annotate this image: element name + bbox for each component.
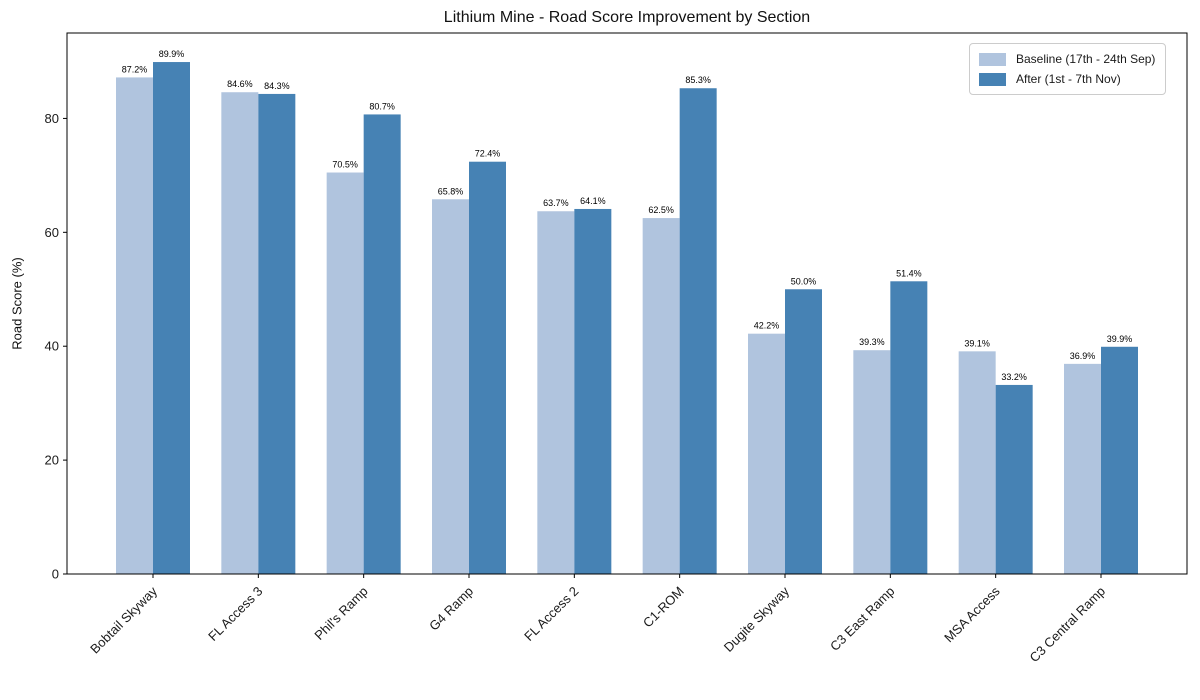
bar-value-label: 70.5% bbox=[332, 160, 358, 170]
bar-after-c3-central-ramp bbox=[1101, 346, 1138, 574]
y-tick-label: 0 bbox=[52, 567, 59, 582]
y-tick-label: 80 bbox=[45, 111, 59, 126]
x-tick-label: C3 Central Ramp bbox=[1026, 584, 1108, 666]
bar-value-label: 39.3% bbox=[859, 337, 885, 347]
legend-swatch-after bbox=[979, 72, 1006, 86]
bar-baseline-fl-access-3 bbox=[221, 92, 259, 574]
bar-baseline-c3-east-ramp bbox=[853, 350, 891, 574]
legend-item-after: After (1st - 7th Nov) bbox=[979, 72, 1155, 86]
legend-label-after: After (1st - 7th Nov) bbox=[1016, 72, 1121, 86]
y-tick-label: 40 bbox=[45, 339, 59, 354]
legend-label-baseline: Baseline (17th - 24th Sep) bbox=[1016, 52, 1156, 66]
bar-value-label: 50.0% bbox=[791, 276, 817, 286]
x-tick-label: FL Access 3 bbox=[205, 584, 265, 644]
bar-after-dugite-skyway bbox=[785, 289, 822, 574]
y-tick-label: 20 bbox=[45, 453, 59, 468]
bar-value-label: 84.3% bbox=[264, 81, 290, 91]
bar-after-g4-ramp bbox=[469, 161, 506, 574]
bar-value-label: 39.9% bbox=[1107, 334, 1133, 344]
axes-spines bbox=[66, 32, 1188, 575]
bar-baseline-dugite-skyway bbox=[748, 333, 785, 574]
bar-value-label: 51.4% bbox=[896, 268, 922, 278]
x-tick-label: Bobtail Skyway bbox=[87, 583, 160, 656]
bar-after-phil-s-ramp bbox=[363, 114, 401, 574]
bar-after-fl-access-3 bbox=[258, 93, 296, 574]
bar-baseline-phil-s-ramp bbox=[326, 172, 364, 574]
y-tick-label: 60 bbox=[45, 225, 59, 240]
bar-baseline-g4-ramp bbox=[432, 199, 469, 574]
bar-value-label: 87.2% bbox=[122, 64, 148, 74]
bar-value-label: 33.2% bbox=[1001, 372, 1027, 382]
bar-after-msa-access bbox=[995, 384, 1033, 574]
legend-item-baseline: Baseline (17th - 24th Sep) bbox=[979, 52, 1155, 66]
bar-baseline-c1-rom bbox=[642, 218, 680, 574]
bar-value-label: 65.8% bbox=[438, 186, 464, 196]
bar-value-label: 80.7% bbox=[369, 101, 395, 111]
bar-value-label: 72.4% bbox=[475, 149, 501, 159]
legend: Baseline (17th - 24th Sep) After (1st - … bbox=[969, 43, 1167, 95]
x-tick-label: MSA Access bbox=[941, 583, 1003, 645]
bar-value-label: 89.9% bbox=[159, 49, 185, 59]
bar-value-label: 39.1% bbox=[964, 338, 990, 348]
x-tick-label: G4 Ramp bbox=[426, 584, 476, 634]
x-tick-label: C1-ROM bbox=[640, 584, 687, 631]
bar-value-label: 64.1% bbox=[580, 196, 606, 206]
bar-value-label: 85.3% bbox=[685, 75, 711, 85]
bar-value-label: 36.9% bbox=[1070, 351, 1096, 361]
chart-title: Lithium Mine - Road Score Improvement by… bbox=[443, 9, 811, 26]
bar-value-label: 84.6% bbox=[227, 79, 253, 89]
x-tick-label: C3 East Ramp bbox=[827, 584, 897, 654]
bar-after-c3-east-ramp bbox=[890, 281, 928, 574]
bar-after-bobtail-skyway bbox=[153, 62, 190, 575]
bar-baseline-bobtail-skyway bbox=[116, 77, 153, 574]
bar-baseline-msa-access bbox=[958, 351, 996, 574]
x-tick-label: Dugite Skyway bbox=[721, 583, 793, 655]
bar-value-label: 62.5% bbox=[648, 205, 674, 215]
bar-baseline-c3-central-ramp bbox=[1064, 363, 1101, 574]
bar-value-label: 63.7% bbox=[543, 198, 569, 208]
x-tick-label: Phil's Ramp bbox=[311, 584, 370, 643]
legend-swatch-baseline bbox=[979, 52, 1006, 66]
bar-baseline-fl-access-2 bbox=[537, 211, 575, 574]
bar-after-fl-access-2 bbox=[574, 208, 612, 575]
bar-value-label: 42.2% bbox=[754, 321, 780, 331]
bar-after-c1-rom bbox=[679, 88, 717, 574]
x-tick-label: FL Access 2 bbox=[521, 584, 581, 644]
